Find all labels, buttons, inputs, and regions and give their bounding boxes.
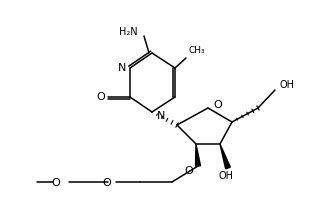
- Polygon shape: [195, 144, 201, 166]
- Polygon shape: [220, 144, 230, 169]
- Text: H₂N: H₂N: [119, 27, 138, 37]
- Text: O: O: [102, 178, 111, 188]
- Text: OH: OH: [219, 171, 233, 181]
- Text: N: N: [118, 63, 126, 73]
- Text: OH: OH: [280, 80, 295, 90]
- Text: N: N: [157, 111, 166, 121]
- Text: O: O: [51, 178, 60, 188]
- Text: O: O: [213, 100, 222, 110]
- Text: O: O: [184, 166, 193, 176]
- Text: CH₃: CH₃: [189, 46, 206, 55]
- Text: O: O: [97, 92, 105, 102]
